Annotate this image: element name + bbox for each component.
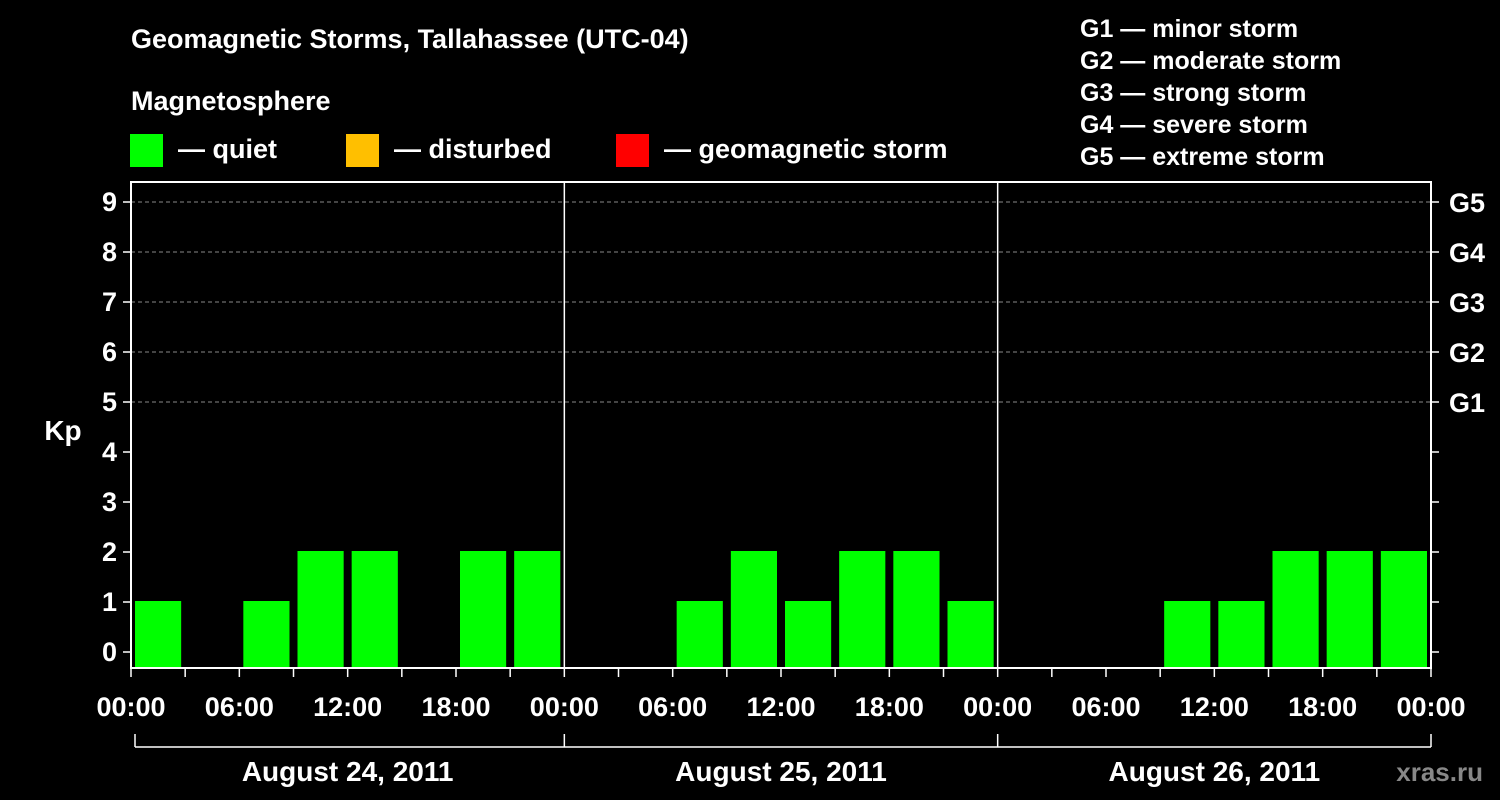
- chart-title: Geomagnetic Storms, Tallahassee (UTC-04): [131, 24, 689, 54]
- storm-scale-g1: G1 — minor storm: [1080, 15, 1299, 43]
- x-tick-label: 06:00: [1071, 692, 1140, 722]
- x-tick-label: 18:00: [855, 692, 924, 722]
- y-tick-label: 4: [102, 437, 117, 467]
- x-tick-label: 00:00: [530, 692, 599, 722]
- kp-bar: [947, 601, 994, 668]
- x-tick-label: 00:00: [963, 692, 1032, 722]
- kp-bar: [839, 551, 886, 668]
- x-tick-label: 18:00: [1288, 692, 1357, 722]
- y-tick-label: 5: [102, 387, 117, 417]
- g-scale-label: G1: [1449, 388, 1485, 418]
- day-label: August 26, 2011: [1109, 756, 1321, 787]
- kp-bar: [243, 601, 290, 668]
- kp-bar: [135, 601, 182, 668]
- x-tick-label: 06:00: [638, 692, 707, 722]
- y-tick-label: 2: [102, 537, 117, 567]
- x-tick-label: 12:00: [313, 692, 382, 722]
- y-tick-label: 7: [102, 287, 117, 317]
- storm-scale-g5: G5 — extreme storm: [1080, 143, 1325, 171]
- legend-label-storm: — geomagnetic storm: [664, 134, 948, 164]
- y-tick-label: 9: [102, 187, 117, 217]
- day-label: August 24, 2011: [242, 756, 454, 787]
- x-tick-label: 12:00: [746, 692, 815, 722]
- legend-label-quiet: — quiet: [178, 134, 277, 164]
- y-axis-label: Kp: [44, 415, 81, 446]
- watermark: xras.ru: [1396, 757, 1483, 787]
- chart-subtitle: Magnetosphere: [131, 86, 331, 116]
- day-label: August 25, 2011: [675, 756, 887, 787]
- y-tick-label: 6: [102, 337, 117, 367]
- kp-bar: [730, 551, 777, 668]
- x-tick-label: 00:00: [96, 692, 165, 722]
- g-scale-label: G4: [1449, 238, 1485, 268]
- kp-bar: [351, 551, 398, 668]
- x-tick-label: 06:00: [205, 692, 274, 722]
- kp-bar: [676, 601, 723, 668]
- kp-bar: [460, 551, 507, 668]
- legend-swatch-disturbed: [346, 134, 379, 167]
- kp-bar: [1164, 601, 1211, 668]
- x-tick-label: 12:00: [1180, 692, 1249, 722]
- grid-lines: [131, 201, 1431, 403]
- storm-scale-g3: G3 — strong storm: [1080, 79, 1307, 107]
- storm-scale-g2: G2 — moderate storm: [1080, 47, 1342, 75]
- g-scale-label: G2: [1449, 338, 1485, 368]
- legend-swatch-storm: [616, 134, 649, 167]
- g-scale-label: G5: [1449, 188, 1485, 218]
- kp-bar: [1326, 551, 1373, 668]
- y-tick-label: 3: [102, 487, 117, 517]
- kp-bar: [297, 551, 344, 668]
- kp-bar: [514, 551, 561, 668]
- x-tick-label: 18:00: [421, 692, 490, 722]
- kp-bar: [1380, 551, 1427, 668]
- kp-bar: [785, 601, 832, 668]
- kp-bars: [135, 551, 1427, 668]
- axes: 0 1 2 3 4 5 6 7 8 9 G1 G2 G3 G4 G5 00:00 06:00 12:00 18:00…: [96, 181, 1485, 787]
- y-tick-label: 1: [102, 587, 117, 617]
- y-tick-label: 0: [102, 637, 117, 667]
- kp-bar: [1272, 551, 1319, 668]
- legend-swatch-quiet: [130, 134, 163, 167]
- y-tick-label: 8: [102, 237, 117, 267]
- kp-bar: [1218, 601, 1265, 668]
- g-scale-label: G3: [1449, 288, 1485, 318]
- legend-label-disturbed: — disturbed: [394, 134, 552, 164]
- storm-scale-g4: G4 — severe storm: [1080, 111, 1308, 139]
- x-tick-label: 00:00: [1396, 692, 1465, 722]
- kp-bar: [893, 551, 940, 668]
